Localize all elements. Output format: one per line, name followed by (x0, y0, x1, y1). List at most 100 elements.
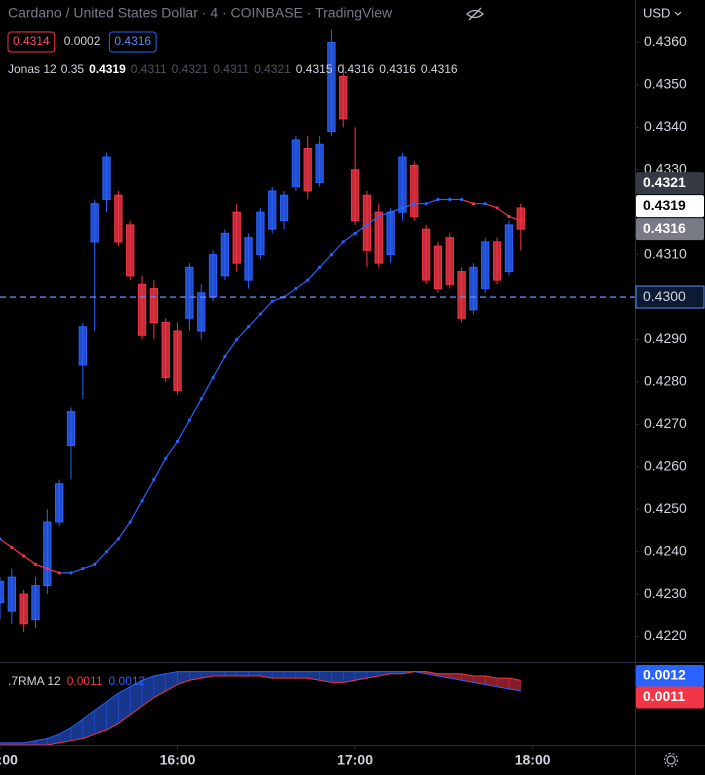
ma-point (57, 571, 61, 575)
ma-segment (212, 356, 226, 378)
ma-point (388, 210, 393, 214)
ma-point (187, 418, 191, 422)
ma-segment (0, 538, 13, 548)
candle-body (161, 322, 170, 379)
ma-segment (224, 339, 238, 357)
indicator-pane (0, 671, 522, 745)
y-tick-label: 0.4270 (644, 415, 687, 431)
candle-body (185, 266, 194, 319)
x-tick-label: 16:00 (160, 752, 196, 768)
y-tick-label: 0.4360 (644, 33, 687, 49)
y-tick-label: 0.4340 (644, 118, 687, 134)
settings-icon[interactable] (663, 752, 679, 768)
candle-body (386, 211, 395, 256)
y-tick-label: 0.4250 (644, 500, 687, 516)
legend-value: 0.4321 (254, 62, 291, 76)
price-tag-label: 0.4319 (643, 197, 686, 213)
candle-body (327, 41, 336, 133)
ma-point (223, 354, 227, 359)
ma-segment (165, 440, 179, 459)
ma-point (152, 477, 156, 482)
indicator-legend-value: 0.0011 (67, 674, 103, 688)
band-fill (212, 671, 226, 677)
currency-label[interactable]: USD (643, 5, 670, 20)
ma-point (199, 397, 203, 401)
candle-body (433, 245, 443, 290)
indicator-title: .7RMA 12 (8, 674, 61, 688)
candle-body (398, 156, 407, 213)
price-badge (7, 31, 56, 53)
ma-point (460, 197, 464, 202)
ma-segment (248, 313, 261, 328)
ma-point (93, 562, 97, 566)
ma-point (164, 456, 168, 460)
x-tick-label: 18:00 (515, 752, 551, 768)
price-badge (108, 31, 157, 53)
ma-point (69, 571, 73, 575)
band-fill (295, 671, 308, 679)
ma-point (400, 206, 405, 210)
ma-segment (259, 300, 273, 315)
price-tag (636, 172, 704, 195)
candle-body (374, 211, 383, 264)
ma-segment (117, 521, 131, 540)
ma-point (116, 537, 120, 541)
ma-segment (283, 288, 297, 298)
hide-icon[interactable] (466, 7, 484, 21)
ma-segment (129, 500, 143, 523)
ma-segment (94, 551, 107, 565)
ma-point (45, 567, 49, 571)
ma-point (436, 197, 440, 202)
band-fill (224, 671, 237, 677)
candle-body (410, 165, 419, 217)
candle-body (315, 143, 324, 183)
ma-segment (70, 568, 84, 574)
ma-point (365, 223, 369, 227)
band-fill (236, 671, 249, 677)
price-badge-label: 0.4316 (114, 34, 151, 48)
ma-point (270, 299, 274, 303)
ma-point (22, 554, 26, 558)
ma-segment (47, 568, 60, 574)
legend-value: 0.4319 (89, 62, 126, 76)
ma-point (341, 240, 345, 244)
candle-body (102, 156, 111, 200)
candle-body (469, 266, 478, 311)
candle-body (114, 194, 123, 243)
price-line-label: 0.4300 (643, 288, 686, 304)
legend-value: 0.4315 (296, 62, 333, 76)
ma-segment (402, 203, 415, 209)
ma-point (306, 278, 310, 282)
y-tick-label: 0.4260 (644, 457, 687, 473)
candle-body (90, 203, 99, 243)
band-line (0, 671, 521, 745)
ma-segment (366, 215, 380, 226)
legend-value: 0.35 (61, 62, 85, 76)
y-tick-label: 0.4220 (644, 627, 687, 643)
ma-segment (508, 215, 521, 222)
candle-body (197, 292, 206, 332)
price-tag (636, 195, 704, 218)
ma-point (317, 265, 322, 269)
ma-segment (35, 563, 48, 570)
ma-point (448, 197, 452, 202)
ma-segment (141, 479, 155, 502)
ma-segment (188, 398, 202, 421)
ma-point (211, 376, 215, 380)
candle-body (137, 283, 147, 336)
currency-chevron (674, 11, 682, 16)
main-pane (0, 29, 525, 633)
ma-segment (330, 241, 344, 256)
ma-point (10, 545, 14, 550)
candle-body (350, 169, 360, 222)
candle-body (0, 580, 5, 604)
candle-body (31, 585, 40, 621)
ma-point (483, 202, 487, 206)
candle-body (7, 576, 17, 612)
ma-point (0, 537, 2, 541)
ma-point (140, 499, 144, 503)
legend-value: 0.4316 (421, 62, 458, 76)
band-fill (331, 671, 344, 683)
